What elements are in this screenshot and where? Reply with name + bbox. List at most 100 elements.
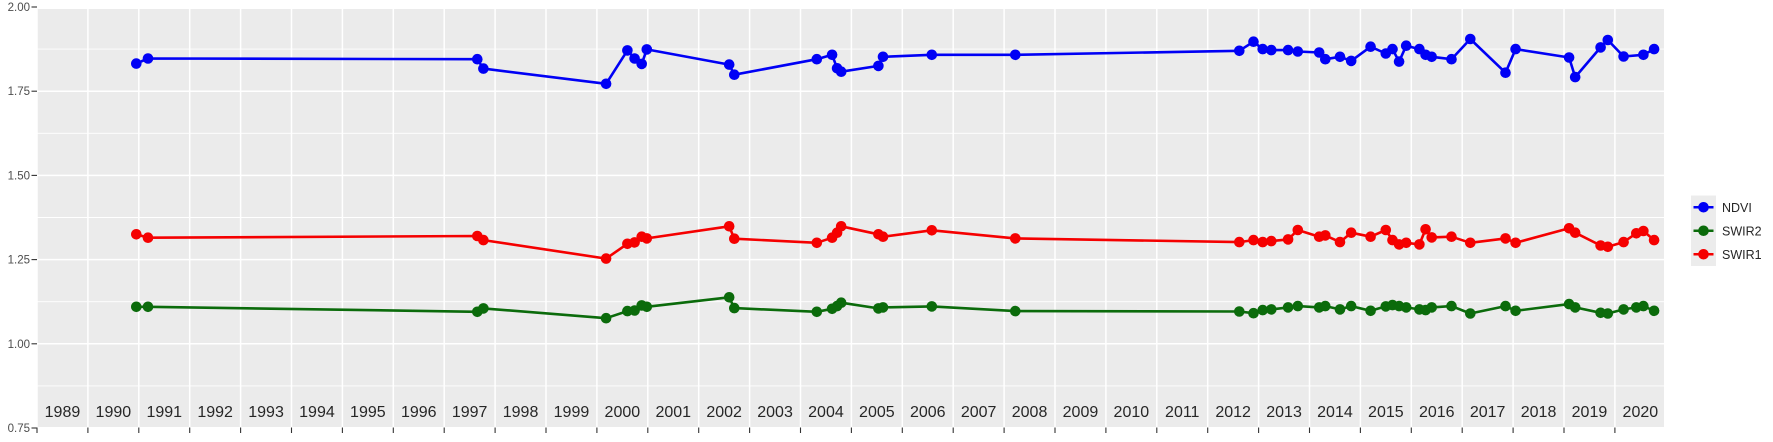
x-tick-label: 2009	[1063, 404, 1099, 421]
legend-key-point	[1698, 201, 1709, 213]
data-point-NDVI	[1602, 34, 1614, 46]
data-point-NDVI	[1648, 43, 1660, 55]
panel-background	[37, 9, 1664, 427]
data-series	[131, 33, 1660, 324]
data-point-SWIR1	[1365, 231, 1376, 242]
data-point-SWIR1	[1465, 237, 1476, 249]
data-point-SWIR1	[926, 225, 938, 236]
legend-entry-NDVI: NDVI	[1691, 195, 1752, 219]
data-point-NDVI	[131, 58, 142, 69]
data-point-NDVI	[723, 59, 735, 70]
data-point-SWIR1	[1345, 227, 1357, 238]
x-tick-label: 1993	[248, 404, 284, 421]
x-tick-label: 2007	[961, 404, 997, 421]
legend-entry-SWIR2: SWIR2	[1691, 219, 1762, 243]
plot-panel	[37, 9, 1664, 427]
data-point-NDVI	[472, 53, 483, 65]
data-point-SWIR2	[1248, 307, 1259, 319]
data-point-NDVI	[873, 60, 884, 72]
data-point-SWIR1	[1426, 232, 1437, 243]
data-point-NDVI	[1465, 33, 1476, 45]
x-tick-label: 1995	[350, 404, 386, 421]
data-point-NDVI	[1010, 49, 1021, 61]
axis-tick-marks	[31, 6, 1616, 433]
x-tick-label: 2004	[808, 404, 844, 421]
data-point-SWIR2	[478, 303, 489, 314]
x-tick-label: 2019	[1572, 404, 1608, 421]
legend-key-point	[1698, 248, 1709, 260]
x-tick-label: 2011	[1165, 404, 1200, 421]
data-point-SWIR1	[877, 231, 889, 242]
data-point-NDVI	[641, 44, 653, 55]
data-point-SWIR2	[641, 301, 653, 313]
x-tick-label: 2012	[1215, 404, 1251, 421]
data-point-SWIR1	[811, 237, 823, 249]
x-tick-label: 1991	[146, 404, 182, 421]
data-point-SWIR2	[1638, 300, 1649, 312]
data-point-SWIR2	[1234, 306, 1245, 317]
x-tick-label: 2018	[1521, 404, 1557, 421]
data-point-SWIR1	[1414, 239, 1425, 250]
data-point-NDVI	[1248, 36, 1259, 47]
data-point-SWIR1	[1420, 224, 1431, 235]
data-point-NDVI	[1563, 52, 1575, 63]
data-point-NDVI	[729, 69, 740, 80]
x-tick-label: 2017	[1470, 404, 1506, 421]
x-tick-label: 2015	[1368, 404, 1404, 421]
data-point-NDVI	[811, 53, 823, 65]
legend-label-SWIR2: SWIR2	[1722, 224, 1762, 238]
series-SWIR1	[131, 221, 1660, 264]
data-point-SWIR1	[1602, 241, 1614, 253]
data-point-NDVI	[1569, 71, 1581, 83]
x-tick-label: 1994	[299, 404, 335, 421]
y-tick-label: 1.00	[8, 339, 30, 351]
data-point-NDVI	[1446, 53, 1457, 65]
x-tick-label: 2000	[605, 404, 641, 421]
legend-label-SWIR1: SWIR1	[1722, 248, 1762, 262]
data-point-SWIR1	[1648, 234, 1660, 246]
series-NDVI	[131, 33, 1660, 90]
data-point-NDVI	[877, 51, 889, 63]
y-tick-label: 1.25	[8, 255, 30, 267]
data-point-SWIR1	[1334, 236, 1346, 248]
data-point-SWIR1	[478, 234, 489, 246]
data-point-SWIR1	[600, 253, 612, 264]
data-point-SWIR2	[1618, 304, 1629, 315]
data-point-NDVI	[1500, 67, 1511, 78]
data-point-SWIR1	[1400, 237, 1412, 249]
data-point-NDVI	[1292, 46, 1304, 57]
data-point-SWIR2	[1500, 300, 1511, 312]
data-point-SWIR2	[1648, 305, 1660, 317]
data-point-NDVI	[1334, 51, 1346, 63]
data-point-NDVI	[622, 45, 633, 56]
data-point-SWIR1	[1292, 224, 1304, 236]
data-point-NDVI	[1387, 43, 1398, 55]
data-point-SWIR2	[1569, 302, 1581, 313]
x-tick-label: 2020	[1623, 404, 1659, 421]
data-point-NDVI	[1345, 55, 1357, 67]
x-tick-label: 2010	[1114, 404, 1150, 421]
legend-entry-SWIR1: SWIR1	[1691, 242, 1762, 266]
y-tick-label: 2.00	[8, 2, 30, 14]
x-tick-label: 1989	[45, 404, 81, 421]
data-point-NDVI	[1426, 51, 1437, 63]
data-point-SWIR1	[1010, 233, 1021, 244]
x-tick-label: 1996	[401, 404, 437, 421]
data-point-SWIR2	[729, 302, 740, 314]
x-tick-label: 2001	[655, 404, 691, 421]
data-point-SWIR2	[1465, 308, 1476, 319]
x-axis-labels: 1989 1990 1991 1992 1993 1994 1995 1996 1997 1998…	[45, 404, 1659, 421]
data-point-NDVI	[1638, 49, 1649, 61]
gridlines	[37, 9, 1664, 427]
data-point-SWIR1	[729, 233, 740, 244]
data-point-SWIR1	[1500, 233, 1511, 244]
data-point-SWIR1	[1380, 224, 1392, 236]
x-tick-label: 2003	[757, 404, 793, 421]
x-tick-label: 2016	[1419, 404, 1455, 421]
data-point-SWIR2	[926, 301, 938, 312]
data-point-SWIR1	[1234, 236, 1245, 248]
data-point-SWIR2	[1257, 304, 1268, 316]
data-point-SWIR2	[1400, 302, 1412, 313]
y-tick-label: 1.50	[8, 170, 30, 182]
